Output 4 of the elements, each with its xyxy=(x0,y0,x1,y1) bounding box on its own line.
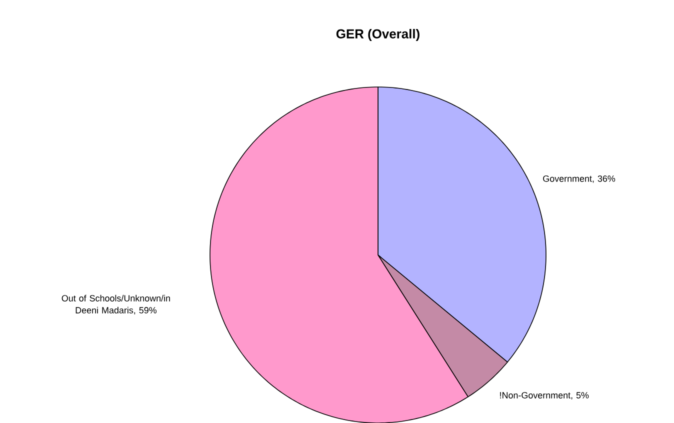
chart-title: GER (Overall) xyxy=(336,28,420,41)
slice-label: Out of Schools/Unknown/in Deeni Madaris, 59% xyxy=(62,294,170,314)
slice-label: Government, 36% xyxy=(543,175,616,183)
slice-label: !Non-Government, 5% xyxy=(500,392,589,400)
